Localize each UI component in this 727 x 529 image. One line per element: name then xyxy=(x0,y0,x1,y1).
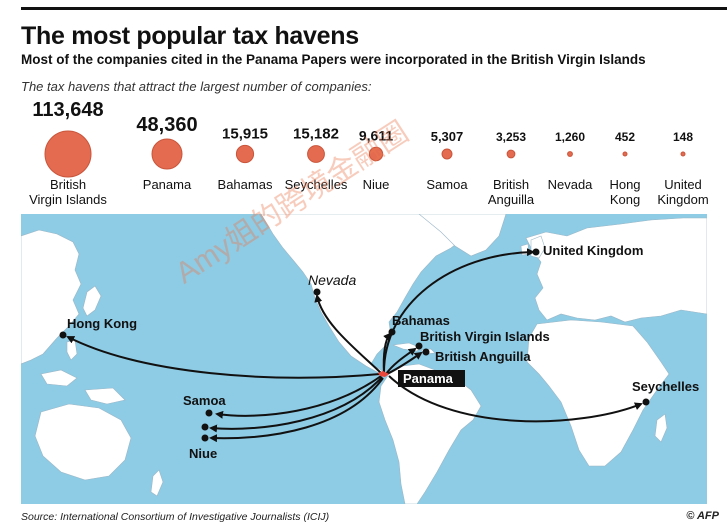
bubble-hong-kong xyxy=(622,151,628,157)
arrow-to-bahamas xyxy=(382,332,392,375)
bubble-british-virgin-islands xyxy=(44,130,92,178)
dot-bahamas xyxy=(388,328,396,336)
value-label-united-kingdom: 148 xyxy=(673,130,693,144)
panama-origin-marker xyxy=(378,371,389,377)
dot-british-virgin-islands xyxy=(415,342,423,350)
panama-label: Panama xyxy=(403,371,454,386)
top-rule xyxy=(21,7,727,10)
label-samoa: Samoa xyxy=(183,393,226,408)
japan-landmass xyxy=(82,285,102,317)
chart-subtitle: Most of the companies cited in the Panam… xyxy=(21,52,646,67)
label-british-virgin-islands: British Virgin Islands xyxy=(420,329,550,344)
africa-landmass xyxy=(526,319,670,467)
southeast-asia-islands xyxy=(40,369,78,387)
bubble-united-kingdom xyxy=(680,151,686,157)
new-zealand-landmass xyxy=(150,469,164,497)
category-label-united-kingdom: United Kingdom xyxy=(657,177,708,207)
label-bahamas: Bahamas xyxy=(392,313,450,328)
value-label-niue: 9,611 xyxy=(359,127,393,143)
bubble-panama xyxy=(151,138,183,170)
category-label-niue: Niue xyxy=(363,177,390,192)
dot-niue-b xyxy=(201,434,209,442)
category-label-nevada: Nevada xyxy=(548,177,594,192)
bubble-bahamas xyxy=(235,144,255,164)
value-label-hong-kong: 452 xyxy=(615,130,635,144)
arrow-to-samoa xyxy=(215,375,382,419)
label-nevada: Nevada xyxy=(308,272,356,288)
destination-dots xyxy=(59,248,650,442)
arrow-to-niue-lower xyxy=(209,377,384,443)
arrow-to-niue-upper xyxy=(209,376,383,433)
dot-united-kingdom xyxy=(532,248,540,256)
category-label-samoa: Samoa xyxy=(426,177,468,192)
dot-seychelles xyxy=(642,398,650,406)
label-niue: Niue xyxy=(189,446,217,461)
arrow-group xyxy=(66,248,643,443)
category-label-panama: Panama xyxy=(143,177,192,192)
label-united-kingdom: United Kingdom xyxy=(543,243,643,258)
new-guinea-landmass xyxy=(84,387,126,405)
arrow-to-british-anguilla xyxy=(386,351,423,375)
dot-british-anguilla xyxy=(422,348,430,356)
dot-nevada xyxy=(313,288,321,296)
arrow-to-united-kingdom xyxy=(382,248,535,375)
category-label-british-virgin-islands: British Virgin Islands xyxy=(29,177,107,207)
arrow-to-british-virgin-islands xyxy=(385,347,417,375)
label-seychelles: Seychelles xyxy=(632,379,699,394)
madagascar-landmass xyxy=(654,413,668,443)
chart-title: The most popular tax havens xyxy=(21,22,359,50)
label-british-anguilla: British Anguilla xyxy=(435,349,531,364)
arrow-to-seychelles xyxy=(388,375,643,423)
bubble-niue xyxy=(368,146,384,162)
dot-samoa xyxy=(205,409,213,417)
category-label-seychelles: Seychelles xyxy=(285,177,348,192)
chart-intro: The tax havens that attract the largest … xyxy=(21,79,372,94)
value-label-seychelles: 15,182 xyxy=(293,126,339,143)
source-note: Source: International Consortium of Inve… xyxy=(21,511,330,523)
value-label-british-virgin-islands: 113,648 xyxy=(32,99,103,121)
value-label-samoa: 5,307 xyxy=(431,129,464,144)
value-label-panama: 48,360 xyxy=(136,114,197,136)
panama-label-box xyxy=(398,370,465,387)
value-label-british-anguilla: 3,253 xyxy=(496,130,526,144)
asia-landmass xyxy=(21,229,82,365)
bubble-seychelles xyxy=(307,145,325,163)
category-label-british-anguilla: British Anguilla xyxy=(488,177,535,207)
dot-niue-a xyxy=(201,423,209,431)
dot-hong-kong xyxy=(59,331,67,339)
afp-credit: © AFP xyxy=(686,510,719,522)
arrow-to-hong-kong xyxy=(66,336,381,379)
category-label-bahamas: Bahamas xyxy=(218,177,273,192)
bubble-nevada xyxy=(567,151,573,157)
category-label-hong-kong: Hong Kong xyxy=(609,177,640,207)
label-hong-kong: Hong Kong xyxy=(67,316,137,331)
australia-landmass xyxy=(34,403,132,481)
greenland-landmass xyxy=(418,214,507,257)
europe-landmass xyxy=(525,217,707,323)
bubble-samoa xyxy=(441,148,453,160)
bubble-british-anguilla xyxy=(506,149,516,159)
value-label-nevada: 1,260 xyxy=(555,130,585,144)
bubble-chart: 113,648 British Virgin Islands 48,360 Panama… xyxy=(29,99,709,207)
world-map: United Kingdom Nevada Hong Kong Bahamas … xyxy=(21,214,707,504)
arrow-to-nevada xyxy=(314,294,383,375)
value-label-bahamas: 15,915 xyxy=(222,125,268,142)
